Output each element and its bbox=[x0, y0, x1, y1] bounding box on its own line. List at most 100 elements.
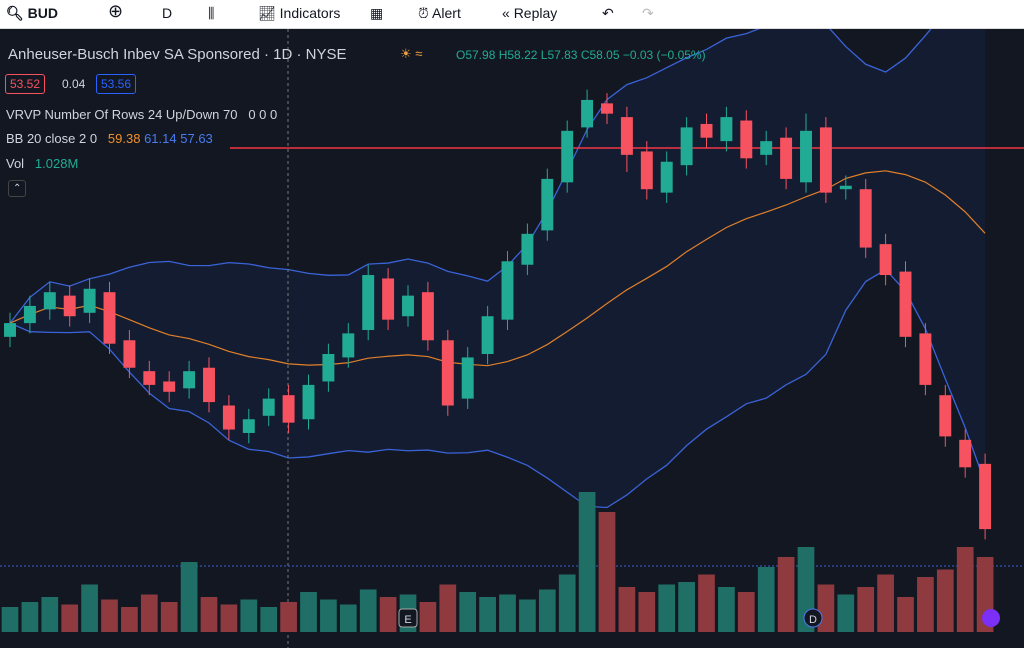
volume-bar bbox=[240, 599, 258, 632]
event-marker bbox=[398, 608, 418, 628]
candle-body bbox=[441, 340, 454, 406]
ask[interactable]: 53.56 bbox=[96, 74, 137, 94]
candle-body bbox=[83, 288, 96, 313]
volume-bar bbox=[499, 594, 516, 632]
candle-body bbox=[640, 151, 653, 190]
layouts[interactable]: ▦ bbox=[370, 5, 384, 21]
high: H58.22 bbox=[498, 48, 538, 62]
add-symbol[interactable]: ⊕ bbox=[108, 1, 124, 21]
volume-bar bbox=[837, 594, 855, 632]
volume-bar bbox=[459, 592, 477, 632]
candle-body bbox=[859, 189, 872, 248]
chart-title: Anheuser-Busch Inbev SA Sponsored · 1D ·… bbox=[8, 46, 347, 63]
volume-bar bbox=[638, 592, 656, 632]
candle-body bbox=[800, 130, 812, 183]
volume-bar bbox=[817, 584, 835, 632]
alert-label: Alert bbox=[432, 5, 461, 21]
volume-bar bbox=[877, 574, 894, 632]
candle-body bbox=[740, 120, 753, 159]
candle-body bbox=[979, 463, 992, 530]
redo[interactable]: ↷ bbox=[642, 5, 654, 21]
interval[interactable]: D bbox=[162, 5, 173, 21]
volume-bar bbox=[101, 599, 118, 632]
volume-bar bbox=[678, 582, 695, 632]
candle-body bbox=[919, 333, 932, 385]
low: L57.83 bbox=[540, 48, 578, 62]
volume-bar bbox=[1, 607, 19, 632]
candle-body bbox=[541, 178, 554, 231]
vrvp-label: VRVP Number Of Rows 24 Up/Down 70 0 0 0 bbox=[6, 107, 277, 122]
candle-body bbox=[163, 381, 176, 392]
bb-lower: 57.63 bbox=[180, 131, 213, 146]
volume-bar bbox=[81, 584, 98, 632]
volume-bar bbox=[956, 547, 974, 632]
volume-bar bbox=[737, 592, 755, 632]
bb-basis: 59.38 bbox=[107, 131, 141, 146]
vol: Vol bbox=[6, 156, 25, 171]
volume-bar bbox=[21, 602, 39, 632]
candle-body bbox=[421, 292, 434, 341]
volume-bar bbox=[339, 604, 357, 632]
chart-type[interactable]: ⫼ bbox=[208, 5, 215, 21]
replay-button[interactable]: « Replay bbox=[502, 5, 558, 21]
vrvp-values: 0 0 0 bbox=[248, 107, 278, 122]
volume-bar bbox=[220, 604, 238, 632]
bb-upper: 61.14 bbox=[144, 131, 177, 146]
volume-bar bbox=[260, 607, 278, 632]
volume-bar bbox=[200, 597, 218, 632]
candle-body bbox=[402, 295, 414, 317]
volume-bar bbox=[61, 604, 79, 632]
ohlc: O57.98 H58.22 L57.83 C58.05 −0.03 (−0.05… bbox=[456, 48, 706, 62]
candle-body bbox=[322, 354, 335, 382]
vol-legend: Vol 1.028M bbox=[6, 156, 78, 171]
volume-bar bbox=[598, 512, 616, 632]
event-label: E bbox=[404, 614, 411, 626]
candle-body bbox=[720, 117, 733, 142]
volume-bar bbox=[698, 574, 715, 632]
candle-body bbox=[262, 398, 275, 416]
alerts-marker bbox=[982, 609, 1000, 627]
volume-bar bbox=[936, 569, 954, 632]
volume-bar bbox=[41, 597, 59, 632]
change: −0.03 (−0.05%) bbox=[622, 48, 706, 62]
volume-bar bbox=[578, 492, 596, 632]
candle-body bbox=[342, 333, 355, 358]
bb-legend: BB 20 close 2 0 59.38 61.14 57.63 bbox=[6, 131, 213, 146]
volume-bar bbox=[757, 567, 775, 632]
candle-body bbox=[4, 323, 16, 337]
volume-bar bbox=[857, 587, 875, 632]
alert-button[interactable]: ⏰︎ Alert bbox=[418, 5, 461, 21]
vrvp: VRVP Number Of Rows 24 Up/Down 70 bbox=[6, 107, 238, 122]
candle-body bbox=[939, 395, 952, 437]
bollinger-upper bbox=[9, 29, 932, 324]
event-label: D bbox=[809, 614, 817, 626]
bollinger-fill bbox=[10, 29, 986, 508]
candle-body bbox=[700, 123, 713, 138]
candle-body bbox=[461, 357, 474, 399]
candle-body bbox=[103, 292, 116, 344]
volume-bar bbox=[121, 607, 138, 632]
volume-bar bbox=[479, 597, 496, 632]
candle-body bbox=[302, 384, 315, 420]
candle-body bbox=[521, 233, 534, 265]
candle-body bbox=[63, 295, 76, 317]
bb: BB 20 close 2 0 bbox=[6, 131, 98, 146]
candle-body bbox=[680, 127, 693, 166]
candle-body bbox=[899, 271, 912, 337]
symbol-search[interactable]: 🔍︎ BUD bbox=[6, 5, 59, 21]
candle-body bbox=[501, 261, 514, 320]
candle-body bbox=[879, 244, 892, 276]
volume-bar bbox=[359, 589, 377, 632]
volume-bar bbox=[618, 587, 636, 632]
candle-body bbox=[760, 141, 773, 155]
collapse-legend[interactable]: ⌃ bbox=[8, 180, 27, 197]
undo[interactable]: ↶ bbox=[602, 5, 614, 21]
volume-bar bbox=[280, 602, 297, 632]
bid[interactable]: 53.52 bbox=[5, 74, 46, 94]
volume-bar bbox=[718, 587, 735, 632]
indicators-button[interactable]: 📈︎ Indicators bbox=[258, 5, 341, 21]
volume-bar bbox=[777, 557, 795, 632]
volume-bar bbox=[897, 597, 914, 632]
